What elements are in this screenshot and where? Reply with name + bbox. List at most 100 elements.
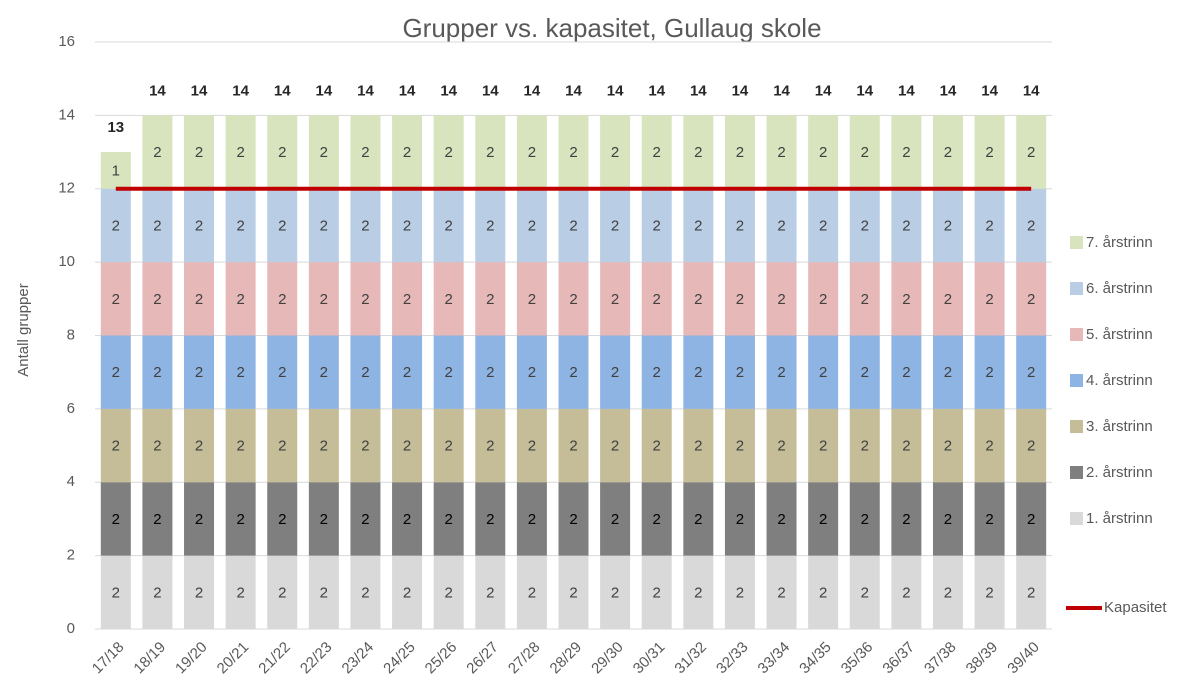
bar-segment [558,115,589,189]
bar-segment [308,408,339,483]
legend-swatch [1070,282,1083,295]
bar-segment [641,115,672,189]
value-label: 2 [195,511,203,528]
bar-segment [308,188,339,263]
value-label: 2 [445,584,453,601]
value-label: 2 [445,144,453,161]
bar-segment [891,408,922,483]
value-label: 2 [569,438,577,455]
bar-segment [308,115,339,189]
value-label: 2 [819,217,827,234]
y-tick-label: 14 [58,106,75,123]
value-label: 2 [153,364,161,381]
bar-segment [184,115,215,189]
x-tick-label: 38/39 [963,639,1002,678]
bar-segment [1016,115,1047,189]
bar-segment [600,555,631,629]
total-label: 14 [648,82,665,99]
total-label: 14 [149,82,166,99]
value-label: 2 [153,584,161,601]
bar-segment [142,408,173,483]
y-tick-label: 2 [67,547,75,564]
value-label: 2 [320,584,328,601]
bar-segment [267,115,298,189]
bar-segment [392,262,423,336]
value-label: 2 [403,144,411,161]
bar-segment [683,262,714,336]
value-label: 2 [861,584,869,601]
total-label: 14 [482,82,499,99]
x-tick-label: 34/35 [796,639,835,678]
value-label: 2 [736,291,744,308]
bar-segment [558,262,589,336]
bar-segment [932,408,963,483]
bar-segment [184,482,215,556]
total-label: 14 [732,82,749,99]
bar-segment [683,115,714,189]
bar-segment [433,555,464,629]
bar-segment [142,555,173,629]
legend-label: 6. årstrinn [1086,280,1153,297]
value-label: 2 [694,364,702,381]
value-label: 2 [736,364,744,381]
bar-segment [974,262,1005,336]
total-label: 14 [1023,82,1040,99]
value-label: 2 [861,364,869,381]
bar-segment [267,555,298,629]
bar-segment [433,115,464,189]
value-label: 2 [611,584,619,601]
legend-label: 2. årstrinn [1086,464,1153,481]
bar-segment [683,188,714,263]
bar-segment [974,188,1005,263]
value-label: 2 [528,584,536,601]
value-label: 2 [403,438,411,455]
bar-segment [475,482,506,556]
bar-segment [392,115,423,189]
bar-segment [516,262,547,336]
value-label: 2 [112,438,120,455]
value-label: 2 [902,291,910,308]
bar-segment [849,188,880,263]
value-label: 2 [236,217,244,234]
value-label: 2 [445,511,453,528]
bar-segment [766,408,797,483]
value-label: 2 [694,438,702,455]
x-tick-label: 24/25 [380,639,419,678]
bar-segment [392,482,423,556]
bar-segment [849,408,880,483]
value-label: 2 [195,291,203,308]
x-tick-label: 26/27 [463,639,502,678]
value-label: 2 [236,364,244,381]
value-label: 2 [1027,217,1035,234]
value-label: 2 [611,144,619,161]
legend-label: 7. årstrinn [1086,234,1153,251]
x-tick-label: 29/30 [588,639,627,678]
bar-segment [974,115,1005,189]
legend-swatch [1070,466,1083,479]
value-label: 2 [736,144,744,161]
legend-label: Kapasitet [1104,599,1167,616]
value-label: 2 [361,584,369,601]
value-label: 2 [569,217,577,234]
bar-segment [974,555,1005,629]
value-label: 2 [861,291,869,308]
value-label: 1 [112,162,120,179]
value-label: 2 [736,584,744,601]
value-label: 2 [777,364,785,381]
legend-label: 3. årstrinn [1086,418,1153,435]
legend-label: 4. årstrinn [1086,372,1153,389]
y-tick-label: 12 [58,180,75,197]
total-label: 14 [440,82,457,99]
value-label: 2 [1027,291,1035,308]
legend-label: 1. årstrinn [1086,510,1153,527]
total-label: 14 [316,82,333,99]
value-label: 2 [445,438,453,455]
bar-segment [849,262,880,336]
value-label: 2 [611,438,619,455]
bar-segment [184,555,215,629]
value-label: 2 [278,584,286,601]
value-label: 2 [403,584,411,601]
total-label: 14 [815,82,832,99]
bar-segment [100,262,131,336]
bar-segment [808,408,839,483]
